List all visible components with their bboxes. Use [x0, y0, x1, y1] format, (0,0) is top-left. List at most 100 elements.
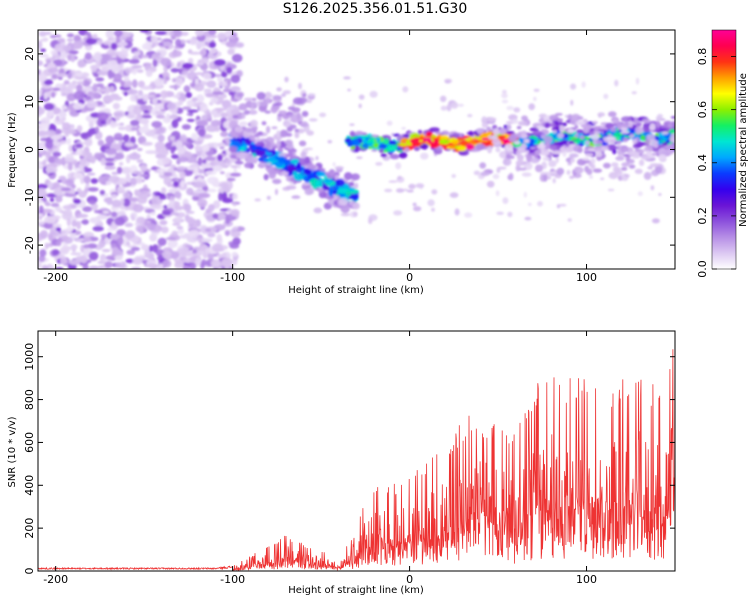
heatmap-cell	[45, 140, 54, 150]
heatmap-cell	[496, 211, 504, 215]
heatmap-cell	[155, 145, 167, 154]
heatmap-cell	[210, 259, 221, 268]
heatmap-cell	[243, 127, 254, 133]
heatmap-cell	[39, 249, 47, 257]
heatmap-cell	[85, 95, 92, 101]
heatmap-cell	[539, 148, 550, 156]
heatmap-cell	[386, 120, 393, 126]
heatmap-cell	[542, 156, 551, 161]
heatmap-cell	[188, 57, 194, 65]
heatmap-cell	[350, 173, 360, 181]
heatmap-cell	[66, 38, 74, 42]
heatmap-cell	[146, 223, 156, 231]
heatmap-cell	[199, 49, 207, 56]
heatmap-cell	[265, 162, 272, 167]
heatmap-cell	[137, 80, 145, 88]
heatmap-cell	[313, 207, 323, 214]
heatmap-cell	[601, 146, 609, 151]
heatmap-cell	[649, 123, 656, 131]
heatmap-cell	[154, 103, 165, 110]
heatmap-cell	[189, 37, 197, 46]
heatmap-cell	[212, 213, 219, 219]
heatmap-cell	[616, 139, 622, 145]
heatmap-cell	[439, 139, 450, 145]
heatmap-cell	[157, 134, 165, 143]
heatmap-cell	[38, 106, 46, 115]
heatmap-cell	[102, 41, 112, 45]
heatmap-cell	[193, 189, 205, 194]
heatmap-cell	[208, 41, 216, 49]
heatmap-cell	[475, 128, 486, 133]
heatmap-cell	[137, 69, 144, 73]
heatmap-cell	[152, 58, 158, 68]
heatmap-cell	[55, 195, 63, 203]
heatmap-cell	[529, 127, 540, 132]
heatmap-cell	[96, 214, 108, 220]
heatmap-cell	[230, 165, 239, 169]
heatmap-cell	[293, 173, 304, 181]
heatmap-cell	[658, 193, 662, 196]
heatmap-cell	[51, 87, 61, 91]
heatmap-cell	[47, 181, 54, 189]
heatmap-cell	[46, 165, 51, 175]
heatmap-cell	[212, 109, 218, 119]
heatmap-cell	[337, 187, 348, 194]
heatmap-cell	[42, 85, 53, 89]
heatmap-cell	[50, 202, 60, 208]
heatmap-cell	[111, 96, 123, 101]
spectrogram-y-tick-label: 10	[23, 95, 36, 109]
heatmap-cell	[269, 142, 276, 148]
snr-y-tick-label: 0	[23, 568, 36, 575]
heatmap-cell	[554, 137, 563, 142]
heatmap-cell	[45, 151, 51, 159]
heatmap-cell	[613, 131, 623, 138]
heatmap-cell	[70, 252, 82, 256]
heatmap-cell	[297, 128, 305, 134]
heatmap-cell	[515, 150, 521, 157]
heatmap-cell	[113, 132, 123, 141]
heatmap-cell	[111, 171, 119, 175]
heatmap-cell	[113, 112, 124, 117]
heatmap-cell	[567, 114, 573, 119]
heatmap-cell	[207, 176, 219, 185]
heatmap-cell	[352, 202, 360, 210]
heatmap-cell	[122, 198, 131, 207]
heatmap-cell	[122, 168, 131, 173]
heatmap-cell	[105, 30, 115, 39]
heatmap-cell	[81, 80, 91, 87]
heatmap-cell	[156, 114, 165, 119]
heatmap-cell	[38, 69, 41, 75]
heatmap-cell	[167, 167, 174, 174]
heatmap-cell	[440, 95, 447, 103]
heatmap-cell	[152, 244, 159, 253]
heatmap-cell	[230, 98, 237, 102]
heatmap-cell	[659, 125, 666, 131]
heatmap-cell	[530, 157, 540, 164]
heatmap-cell	[302, 93, 307, 98]
heatmap-cell	[49, 197, 55, 202]
heatmap-cell	[499, 128, 507, 135]
heatmap-cell	[113, 73, 122, 82]
heatmap-cell	[506, 124, 512, 131]
heatmap-cell	[55, 115, 60, 122]
heatmap-cell	[129, 177, 138, 186]
heatmap-cell	[136, 147, 143, 152]
heatmap-cell	[136, 175, 143, 185]
heatmap-cell	[319, 112, 327, 118]
heatmap-cell	[182, 264, 190, 269]
heatmap-cell	[40, 230, 48, 239]
heatmap-cell	[203, 72, 212, 81]
heatmap-cell	[417, 129, 423, 135]
heatmap-cell	[523, 191, 527, 198]
colorbar-ticks: 0.0 0.2 0.4 0.6 0.8	[696, 48, 736, 278]
heatmap-cell	[200, 262, 205, 269]
heatmap-cell	[192, 249, 198, 254]
heatmap-cell	[47, 62, 56, 68]
heatmap-cell	[133, 51, 142, 56]
heatmap-cell	[497, 135, 507, 139]
heatmap-cell	[72, 40, 84, 50]
heatmap-cell	[163, 172, 173, 177]
heatmap-cell	[641, 156, 651, 160]
heatmap-cell	[393, 210, 403, 216]
